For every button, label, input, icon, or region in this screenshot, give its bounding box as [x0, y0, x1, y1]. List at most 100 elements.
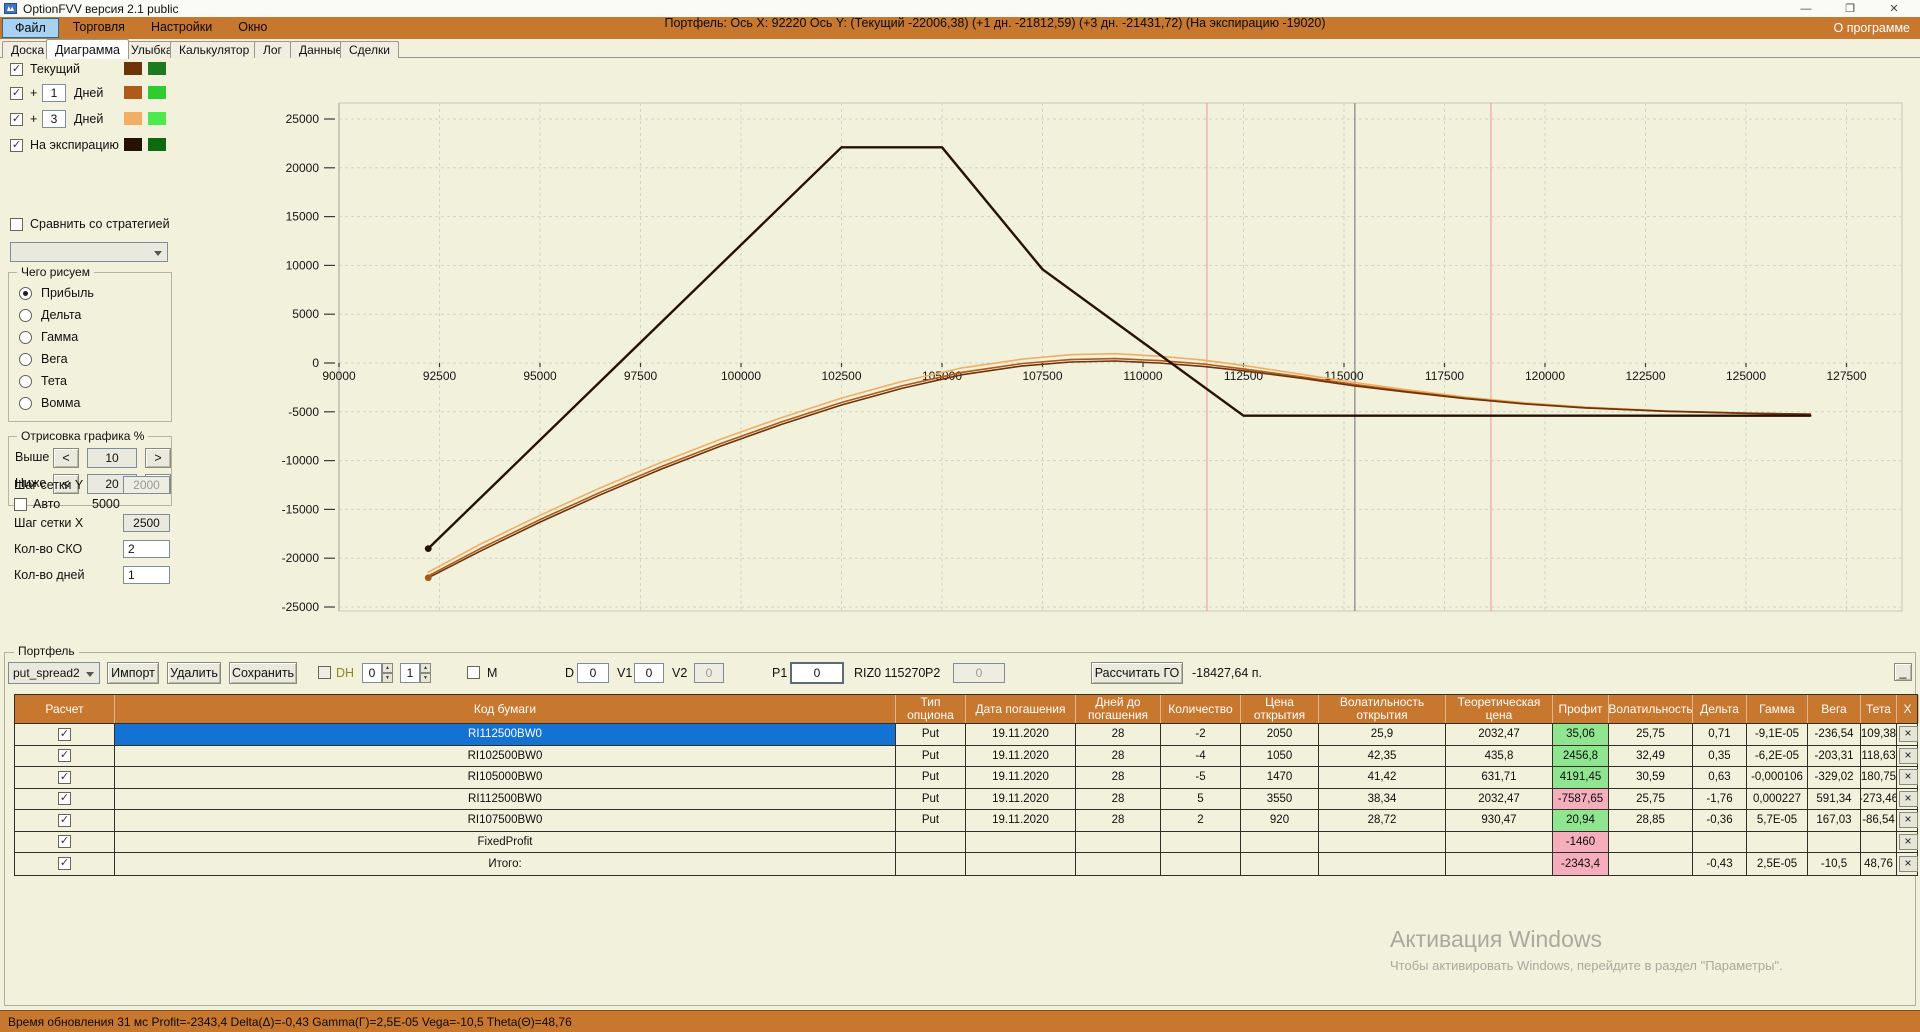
title-bar: OptionFVV версия 2.1 public — ❐ ✕ [0, 0, 1920, 17]
x-tick-label-102500: 102500 [821, 369, 861, 383]
cell-Дней до погашения: 28 [1076, 767, 1161, 788]
cell-Вега [1808, 831, 1861, 852]
radio-Тета[interactable] [19, 375, 32, 388]
close-button[interactable]: ✕ [1889, 3, 1899, 15]
calc-cell: ✓ [15, 724, 115, 745]
row-calc-checkbox-6[interactable]: ✓ [58, 857, 71, 871]
tab-Лог[interactable]: Лог [254, 41, 291, 58]
table-row[interactable]: ✓ FixedProfit -1460 × [15, 831, 1918, 853]
series-days-input-1[interactable]: 1 [42, 84, 66, 102]
row-delete-button-5[interactable]: × [1898, 833, 1918, 850]
import-button[interactable]: Импорт [107, 662, 159, 684]
row-delete-button-1[interactable]: × [1898, 747, 1918, 764]
x-cell: × [1897, 746, 1919, 767]
radio-Прибыль[interactable] [19, 287, 32, 300]
cell-Вега: -203,31 [1808, 745, 1861, 766]
table-row[interactable]: ✓ RI107500BW0 Put 19.11.2020 28 2 920 28,72 930,… [15, 810, 1918, 832]
tab-Данные[interactable]: Данные [290, 41, 352, 58]
cell-Профит: -1460 [1553, 831, 1609, 852]
dh-checkbox[interactable] [318, 666, 331, 679]
below-decrement-button[interactable]: < [53, 474, 79, 494]
dh-spin1-arrows[interactable]: ▲ ▼ [382, 663, 393, 683]
save-button[interactable]: Сохранить [229, 662, 297, 684]
maximize-button[interactable]: ❐ [1845, 3, 1855, 15]
column-header-Количество: Количество [1161, 695, 1241, 723]
series-toggle-checkbox-2[interactable]: ✓ [10, 113, 23, 126]
table-row[interactable]: ✓ Итого: -2343,4 -0,43 2,5E-05 -10,5 48,76 × [15, 853, 1918, 875]
grid-step-x-field[interactable]: 2500 [123, 514, 170, 532]
radio-Вега[interactable] [19, 353, 32, 366]
minimize-button[interactable]: — [1800, 2, 1812, 15]
tab-Улыбка[interactable]: Улыбка [122, 41, 182, 58]
column-header-Профит: Профит [1553, 695, 1609, 723]
cell-Цена открытия: 1470 [1241, 767, 1319, 788]
series-days-input-2[interactable]: 3 [42, 110, 66, 128]
row-calc-checkbox-1[interactable]: ✓ [58, 749, 71, 763]
tab-Диаграмма[interactable]: Диаграмма [46, 39, 130, 59]
calc-margin-button[interactable]: Рассчитать ГО [1091, 662, 1183, 684]
days-count-label: Кол-во дней [14, 568, 85, 582]
cell-Теоретическая цена: 631,71 [1446, 767, 1553, 788]
row-calc-checkbox-3[interactable]: ✓ [58, 792, 71, 806]
row-calc-checkbox-2[interactable]: ✓ [58, 770, 71, 784]
row-calc-checkbox-0[interactable]: ✓ [58, 727, 71, 741]
cell-Тета: 180,75 [1861, 767, 1897, 788]
table-row[interactable]: ✓ RI102500BW0 Put 19.11.2020 28 -4 1050 42,35 43… [15, 745, 1919, 767]
above-decrement-button[interactable]: < [53, 448, 79, 468]
v1-field[interactable]: 0 [634, 663, 664, 683]
cell-Волатильность: 25,75 [1609, 724, 1693, 745]
above-value-field[interactable]: 10 [87, 448, 137, 468]
menu-item-Настройки[interactable]: Настройки [150, 20, 213, 34]
cell-Тип опциона [896, 831, 966, 852]
menu-item-Файл[interactable]: Файл [2, 18, 59, 38]
table-row[interactable]: ✓ RI105000BW0 Put 19.11.2020 28 -5 1470 41,42 63… [15, 767, 1918, 789]
strategy-select[interactable]: put_spread2 [8, 662, 100, 684]
tab-Доска[interactable]: Доска [2, 41, 54, 58]
row-delete-button-2[interactable]: × [1898, 769, 1918, 786]
row-delete-button-3[interactable]: × [1898, 790, 1918, 807]
table-row[interactable]: ✓ RI112500BW0 Put 19.11.2020 28 -2 2050 25,9 203… [15, 724, 1918, 746]
days-count-field[interactable]: 1 [123, 566, 170, 584]
x-tick-label-90000: 90000 [322, 369, 356, 383]
cell-Гамма [1747, 831, 1808, 852]
above-increment-button[interactable]: > [145, 448, 171, 468]
radio-Дельта[interactable] [19, 309, 32, 322]
menu-item-Торговля[interactable]: Торговля [72, 20, 125, 34]
radio-Вомма[interactable] [19, 397, 32, 410]
tab-Сделки[interactable]: Сделки [340, 41, 399, 58]
d-field[interactable]: 0 [577, 663, 609, 683]
table-row[interactable]: ✓ RI112500BW0 Put 19.11.2020 28 5 3550 38,34 203… [15, 788, 1918, 810]
x-tick-label-110000: 110000 [1123, 369, 1162, 383]
calc-cell: ✓ [15, 831, 115, 852]
compare-strategy-checkbox[interactable] [10, 218, 23, 231]
series-toggle-checkbox-1[interactable]: ✓ [10, 87, 23, 100]
calc-cell: ✓ [15, 745, 115, 766]
tab-bar: Доска Диаграмма Улыбка Калькулятор Лог Данные… [0, 39, 1920, 59]
menu-item-Окно[interactable]: Окно [238, 20, 268, 34]
sko-count-field[interactable]: 2 [123, 540, 170, 558]
row-delete-button-0[interactable]: × [1898, 726, 1918, 743]
dh-spin2-arrows[interactable]: ▲ ▼ [420, 663, 431, 683]
series-+1 дн. [427, 357, 1812, 577]
p2-field: 0 [953, 663, 1005, 683]
strategy-compare-select[interactable] [10, 242, 168, 262]
p1-field[interactable]: 0 [790, 662, 844, 684]
strategy-select-value: put_spread2 [13, 666, 80, 680]
row-delete-button-4[interactable]: × [1898, 812, 1918, 829]
tab-Калькулятор[interactable]: Калькулятор [170, 41, 259, 58]
dh-spin2-field[interactable]: 1 [400, 663, 420, 683]
row-delete-button-6[interactable]: × [1898, 855, 1918, 872]
radio-Гамма[interactable] [19, 331, 32, 344]
panel-collapse-button[interactable]: _ [1894, 663, 1912, 681]
dh-spin1-field[interactable]: 0 [362, 663, 382, 683]
cell-Профит: 20,94 [1553, 810, 1609, 831]
menu-item-about[interactable]: О программе [1833, 21, 1910, 35]
series-toggle-checkbox-3[interactable]: ✓ [10, 139, 23, 152]
series-toggle-checkbox-0[interactable]: ✓ [10, 63, 23, 76]
delete-button[interactable]: Удалить [167, 662, 221, 684]
row-calc-checkbox-5[interactable]: ✓ [58, 835, 71, 849]
cell-Профит: -2343,4 [1553, 853, 1609, 875]
row-calc-checkbox-4[interactable]: ✓ [58, 813, 71, 827]
m-checkbox[interactable] [467, 666, 480, 679]
auto-grid-checkbox[interactable] [14, 498, 27, 511]
